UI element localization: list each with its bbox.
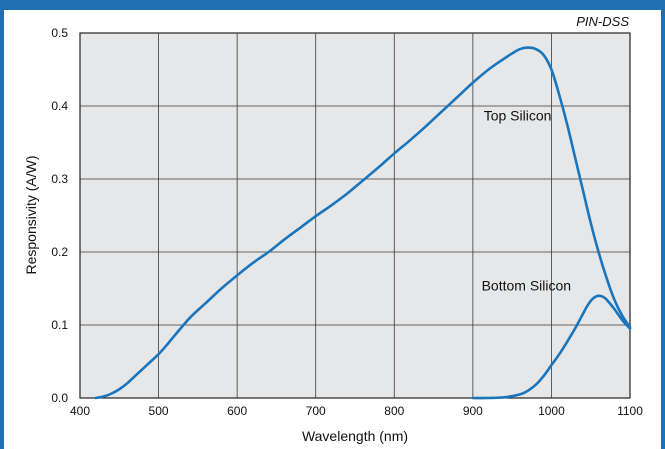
x-tick-label: 900	[463, 404, 483, 418]
y-tick-label: 0.5	[51, 26, 68, 40]
series-annotations: Top Silicon Bottom Silicon	[482, 108, 571, 294]
y-tick-label: 0.4	[51, 99, 68, 113]
grid-lines	[80, 33, 630, 398]
x-tick-label: 600	[227, 404, 247, 418]
model-note: PIN-DSS	[576, 14, 629, 29]
top-silicon-line	[94, 46, 632, 400]
y-tick-label: 0.0	[51, 391, 68, 405]
x-axis-title: Wavelength (nm)	[302, 428, 408, 444]
x-tick-label: 700	[306, 404, 326, 418]
x-tick-label: 400	[70, 404, 90, 418]
x-tick-label: 1000	[538, 404, 565, 418]
x-tick-label: 1100	[617, 404, 643, 418]
annotation-label: Bottom Silicon	[482, 278, 571, 294]
y-tick-label: 0.3	[51, 172, 68, 186]
x-tick-label: 500	[149, 404, 169, 418]
x-tick-label: 800	[384, 404, 404, 418]
plot-area	[79, 32, 631, 399]
y-tick-label: 0.1	[51, 318, 68, 332]
y-tick-label: 0.2	[51, 245, 68, 259]
annotation-label: Top Silicon	[484, 108, 552, 124]
x-tick-labels: 400 500 600 700 800 900 1000 1100	[70, 404, 643, 418]
y-axis-title: Responsivity (A/W)	[23, 155, 39, 274]
series-layer	[94, 46, 632, 400]
bottom-silicon-line	[471, 294, 632, 400]
y-tick-labels: 0.0 0.1 0.2 0.3 0.4 0.5	[51, 26, 68, 405]
